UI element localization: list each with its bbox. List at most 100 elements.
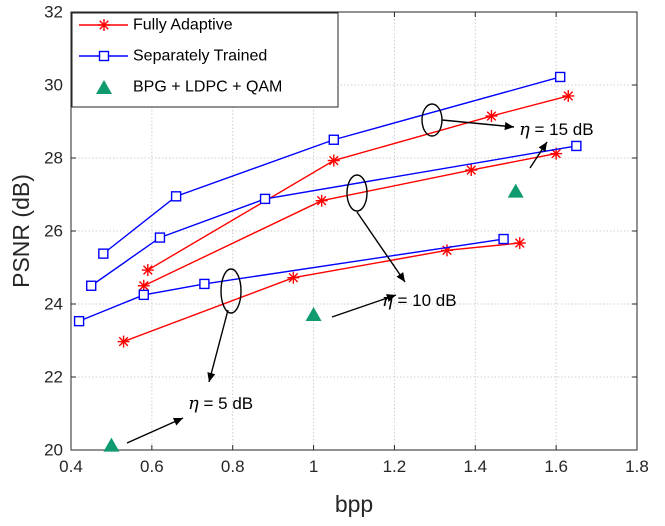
y-tick-label: 30 <box>44 76 63 95</box>
series-1 <box>137 147 563 292</box>
arrow-eta-10-down <box>356 211 406 283</box>
data-point <box>513 237 526 250</box>
eta-value: = 5 dB <box>199 394 253 413</box>
data-point <box>154 232 166 243</box>
arrow-eta-10-to-bpg <box>331 294 397 318</box>
ellipse-eta-15 <box>421 103 443 137</box>
series-line <box>143 152 557 287</box>
asterisk-stroke <box>486 111 497 121</box>
y-tick-label: 20 <box>44 441 63 460</box>
annotation-eta-5: η = 5 dB <box>188 393 253 414</box>
asterisk-stroke <box>551 148 561 159</box>
x-tick-label: 0.6 <box>140 457 164 476</box>
annotation-eta-15: η = 15 dB <box>519 119 594 140</box>
data-point <box>485 110 498 123</box>
asterisk-stroke <box>138 280 149 291</box>
y-tick-label: 32 <box>44 3 63 22</box>
data-point <box>199 278 210 290</box>
series-line <box>147 95 569 271</box>
data-point <box>465 164 478 177</box>
series-0 <box>117 237 526 348</box>
data-point <box>554 71 566 83</box>
eta-symbol: η <box>188 393 199 414</box>
eta-symbol: η <box>519 119 530 140</box>
x-tick-label: 1.8 <box>625 457 649 476</box>
data-point <box>571 140 582 152</box>
legend-marker-square <box>98 50 110 62</box>
arrow-eta-5-down <box>207 309 229 383</box>
x-tick-label: 0.8 <box>221 457 245 476</box>
series-line <box>78 238 504 322</box>
eta-value: = 15 dB <box>530 120 594 139</box>
arrow-eta-15-right <box>441 119 515 131</box>
series-line <box>102 76 561 255</box>
data-point <box>117 335 130 348</box>
x-tick-label: 1 <box>309 457 318 476</box>
data-point <box>328 134 339 145</box>
data-point <box>103 437 120 452</box>
arrow-head <box>396 272 405 282</box>
x-tick-label: 1.4 <box>463 457 487 476</box>
arrow-eta-15-to-bpg <box>529 141 548 169</box>
arrow-shaft <box>208 309 229 383</box>
arrow-head <box>386 294 396 302</box>
ellipse-eta-10 <box>346 174 368 212</box>
annotations: η = 5 dBη = 10 dBη = 15 dB <box>126 103 594 444</box>
x-axis-title: bpp <box>335 491 373 517</box>
y-tick-label: 28 <box>44 149 63 168</box>
arrow-head <box>538 142 547 152</box>
arrow-shaft <box>126 417 184 444</box>
data-point <box>507 183 524 198</box>
legend-markers <box>79 19 128 94</box>
y-tick-label: 26 <box>44 222 63 241</box>
series-3 <box>73 233 509 327</box>
arrow-head <box>504 122 514 131</box>
arrow-head <box>207 372 216 382</box>
series-2 <box>141 89 575 277</box>
data-point <box>327 154 340 167</box>
data-point <box>315 194 328 207</box>
data-point <box>73 315 85 327</box>
annotation-eta-10: η = 10 dB <box>382 290 457 311</box>
data-point <box>138 289 149 301</box>
series-5 <box>98 71 566 259</box>
legend-label-bpg-ldpc-qam: BPG + LDPC + QAM <box>133 79 282 96</box>
data-point <box>287 271 300 284</box>
asterisk-stroke <box>143 265 153 275</box>
y-tick-label: 24 <box>44 295 63 314</box>
arrow-head <box>173 417 183 426</box>
eta-value: = 10 dB <box>393 291 457 310</box>
x-tick-label: 0.4 <box>59 457 83 476</box>
legend-marker-triangle <box>96 80 112 94</box>
legend-box <box>71 12 339 108</box>
data-point <box>259 193 271 205</box>
data-point <box>141 264 154 277</box>
data-point <box>440 244 453 257</box>
data-point <box>86 280 97 291</box>
asterisk-stroke <box>316 195 327 206</box>
y-axis-title: PSNR (dB) <box>8 174 34 288</box>
y-tick-label: 22 <box>44 368 63 387</box>
asterisk-stroke <box>466 165 477 175</box>
asterisk-stroke <box>288 272 299 283</box>
arrow-shaft <box>356 211 406 283</box>
series-6 <box>103 183 524 452</box>
eta-symbol: η <box>382 290 393 311</box>
data-point <box>170 191 182 202</box>
arrow-shaft <box>441 119 515 128</box>
asterisk-stroke <box>328 155 339 166</box>
data-point <box>305 306 322 321</box>
x-tick-label: 1.2 <box>383 457 407 476</box>
arrow-eta-5-to-bpg <box>126 417 184 444</box>
legend-label-separately-trained: Separately Trained <box>133 48 267 65</box>
legend: Fully Adaptive Separately Trained BPG + … <box>71 12 339 108</box>
legend-label-fully-adaptive: Fully Adaptive <box>133 17 233 34</box>
data-point <box>498 233 509 245</box>
data-series <box>73 71 582 452</box>
series-line <box>90 145 577 287</box>
arrow-shaft <box>331 294 397 318</box>
axis-ticks: 0.4 0.6 0.8 1 1.2 1.4 1.6 1.8 20 22 24 26 28 30 32 <box>44 3 649 477</box>
asterisk-stroke <box>563 91 574 101</box>
asterisk-stroke <box>118 336 129 347</box>
